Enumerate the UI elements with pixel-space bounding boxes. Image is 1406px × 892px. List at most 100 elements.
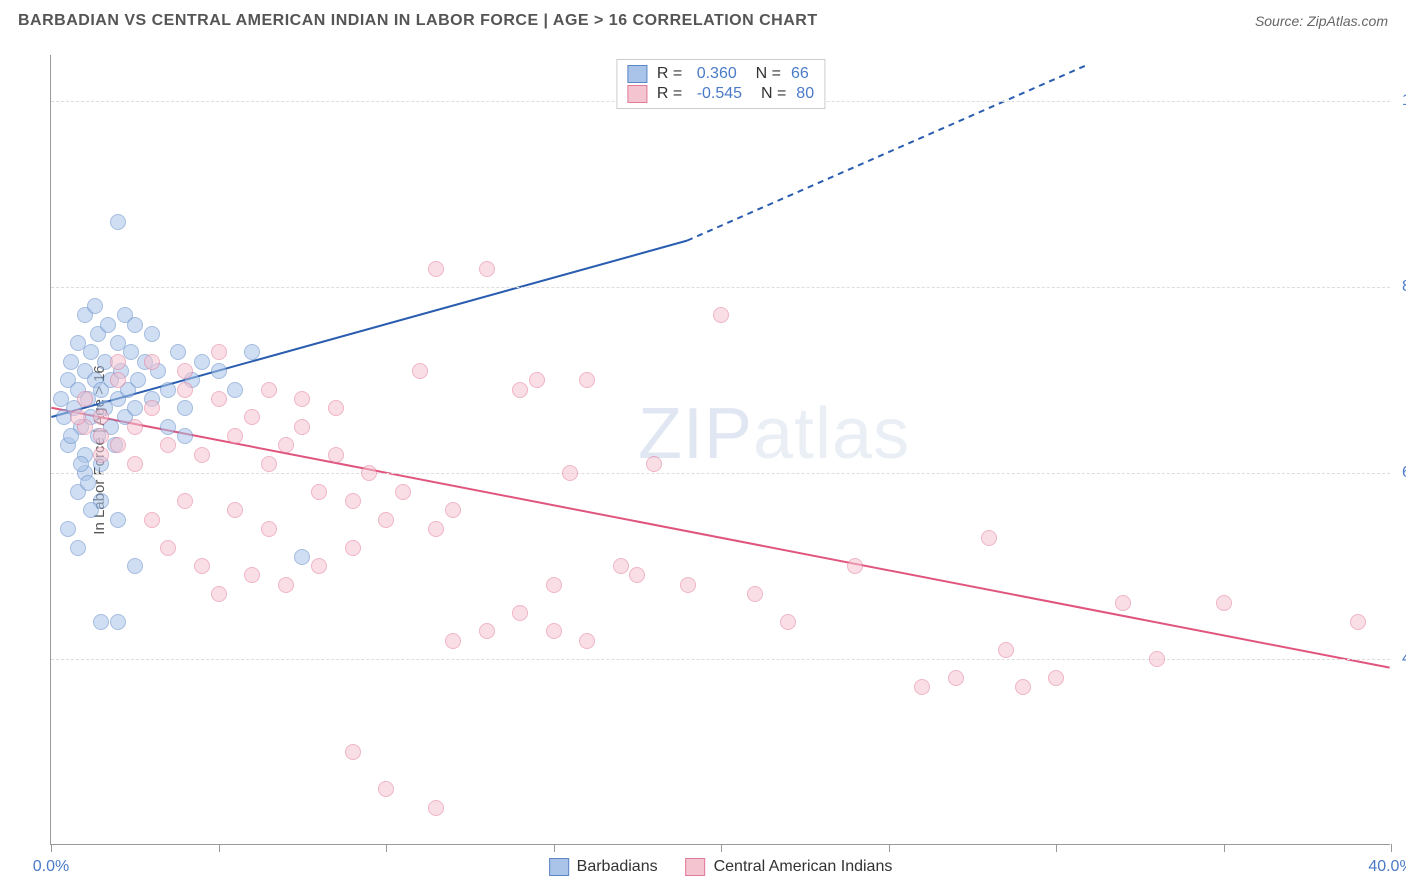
data-point: [1350, 614, 1366, 630]
data-point: [378, 512, 394, 528]
data-point: [177, 400, 193, 416]
x-tick: [51, 844, 52, 852]
data-point: [227, 428, 243, 444]
data-point: [177, 382, 193, 398]
stat-r-value: 0.360: [692, 65, 736, 83]
data-point: [294, 391, 310, 407]
data-point: [77, 391, 93, 407]
legend-label: Central American Indians: [714, 858, 893, 876]
data-point: [73, 456, 89, 472]
data-point: [211, 344, 227, 360]
data-point: [713, 307, 729, 323]
x-tick: [219, 844, 220, 852]
data-point: [981, 530, 997, 546]
data-point: [87, 298, 103, 314]
gridline: [51, 473, 1390, 474]
x-tick: [1224, 844, 1225, 852]
data-point: [261, 382, 277, 398]
legend-swatch: [627, 85, 647, 103]
y-tick-label: 80.0%: [1400, 278, 1406, 296]
data-point: [194, 558, 210, 574]
data-point: [93, 614, 109, 630]
chart-title: BARBADIAN VS CENTRAL AMERICAN INDIAN IN …: [18, 12, 818, 30]
data-point: [914, 679, 930, 695]
data-point: [1015, 679, 1031, 695]
data-point: [479, 623, 495, 639]
data-point: [562, 465, 578, 481]
y-tick-label: 60.0%: [1400, 464, 1406, 482]
data-point: [278, 577, 294, 593]
series-legend: Barbadians Central American Indians: [549, 858, 893, 876]
data-point: [428, 261, 444, 277]
data-point: [194, 354, 210, 370]
data-point: [1048, 670, 1064, 686]
legend-swatch: [686, 858, 706, 876]
stats-legend-row: R = -0.545 N =80: [627, 84, 814, 104]
data-point: [160, 437, 176, 453]
data-point: [1216, 595, 1232, 611]
data-point: [110, 512, 126, 528]
data-point: [948, 670, 964, 686]
stat-r-value: -0.545: [692, 85, 742, 103]
data-point: [1149, 651, 1165, 667]
data-point: [1115, 595, 1131, 611]
data-point: [646, 456, 662, 472]
legend-item: Central American Indians: [686, 858, 893, 876]
data-point: [144, 354, 160, 370]
data-point: [80, 475, 96, 491]
y-tick-label: 40.0%: [1400, 650, 1406, 668]
data-point: [127, 558, 143, 574]
data-point: [93, 428, 109, 444]
data-point: [579, 372, 595, 388]
data-point: [130, 372, 146, 388]
data-point: [479, 261, 495, 277]
data-point: [311, 558, 327, 574]
data-point: [110, 614, 126, 630]
data-point: [345, 744, 361, 760]
x-tick: [554, 844, 555, 852]
data-point: [83, 502, 99, 518]
data-point: [110, 372, 126, 388]
data-point: [244, 344, 260, 360]
data-point: [361, 465, 377, 481]
data-point: [847, 558, 863, 574]
data-point: [629, 567, 645, 583]
data-point: [328, 447, 344, 463]
data-point: [261, 456, 277, 472]
data-point: [278, 437, 294, 453]
data-point: [227, 382, 243, 398]
gridline: [51, 659, 1390, 660]
legend-item: Barbadians: [549, 858, 658, 876]
data-point: [144, 400, 160, 416]
x-tick-label: 40.0%: [1368, 858, 1406, 876]
data-point: [428, 800, 444, 816]
trend-lines-layer: [51, 55, 1390, 844]
data-point: [194, 447, 210, 463]
stats-legend: R = 0.360 N =66R = -0.545 N =80: [616, 59, 825, 109]
stat-r-label: R =: [657, 65, 682, 83]
data-point: [998, 642, 1014, 658]
data-point: [261, 521, 277, 537]
data-point: [177, 363, 193, 379]
x-tick: [889, 844, 890, 852]
x-tick: [386, 844, 387, 852]
legend-swatch: [549, 858, 569, 876]
data-point: [780, 614, 796, 630]
data-point: [170, 344, 186, 360]
gridline: [51, 287, 1390, 288]
source-attribution: Source: ZipAtlas.com: [1255, 13, 1388, 29]
data-point: [512, 605, 528, 621]
data-point: [328, 400, 344, 416]
data-point: [546, 577, 562, 593]
data-point: [110, 354, 126, 370]
data-point: [244, 567, 260, 583]
data-point: [160, 540, 176, 556]
data-point: [412, 363, 428, 379]
data-point: [70, 540, 86, 556]
stat-n-label: N =: [747, 65, 781, 83]
data-point: [127, 317, 143, 333]
scatter-chart: In Labor Force | Age > 16 ZIPatlas R = 0…: [50, 55, 1390, 845]
watermark: ZIPatlas: [638, 393, 910, 475]
data-point: [345, 493, 361, 509]
data-point: [613, 558, 629, 574]
